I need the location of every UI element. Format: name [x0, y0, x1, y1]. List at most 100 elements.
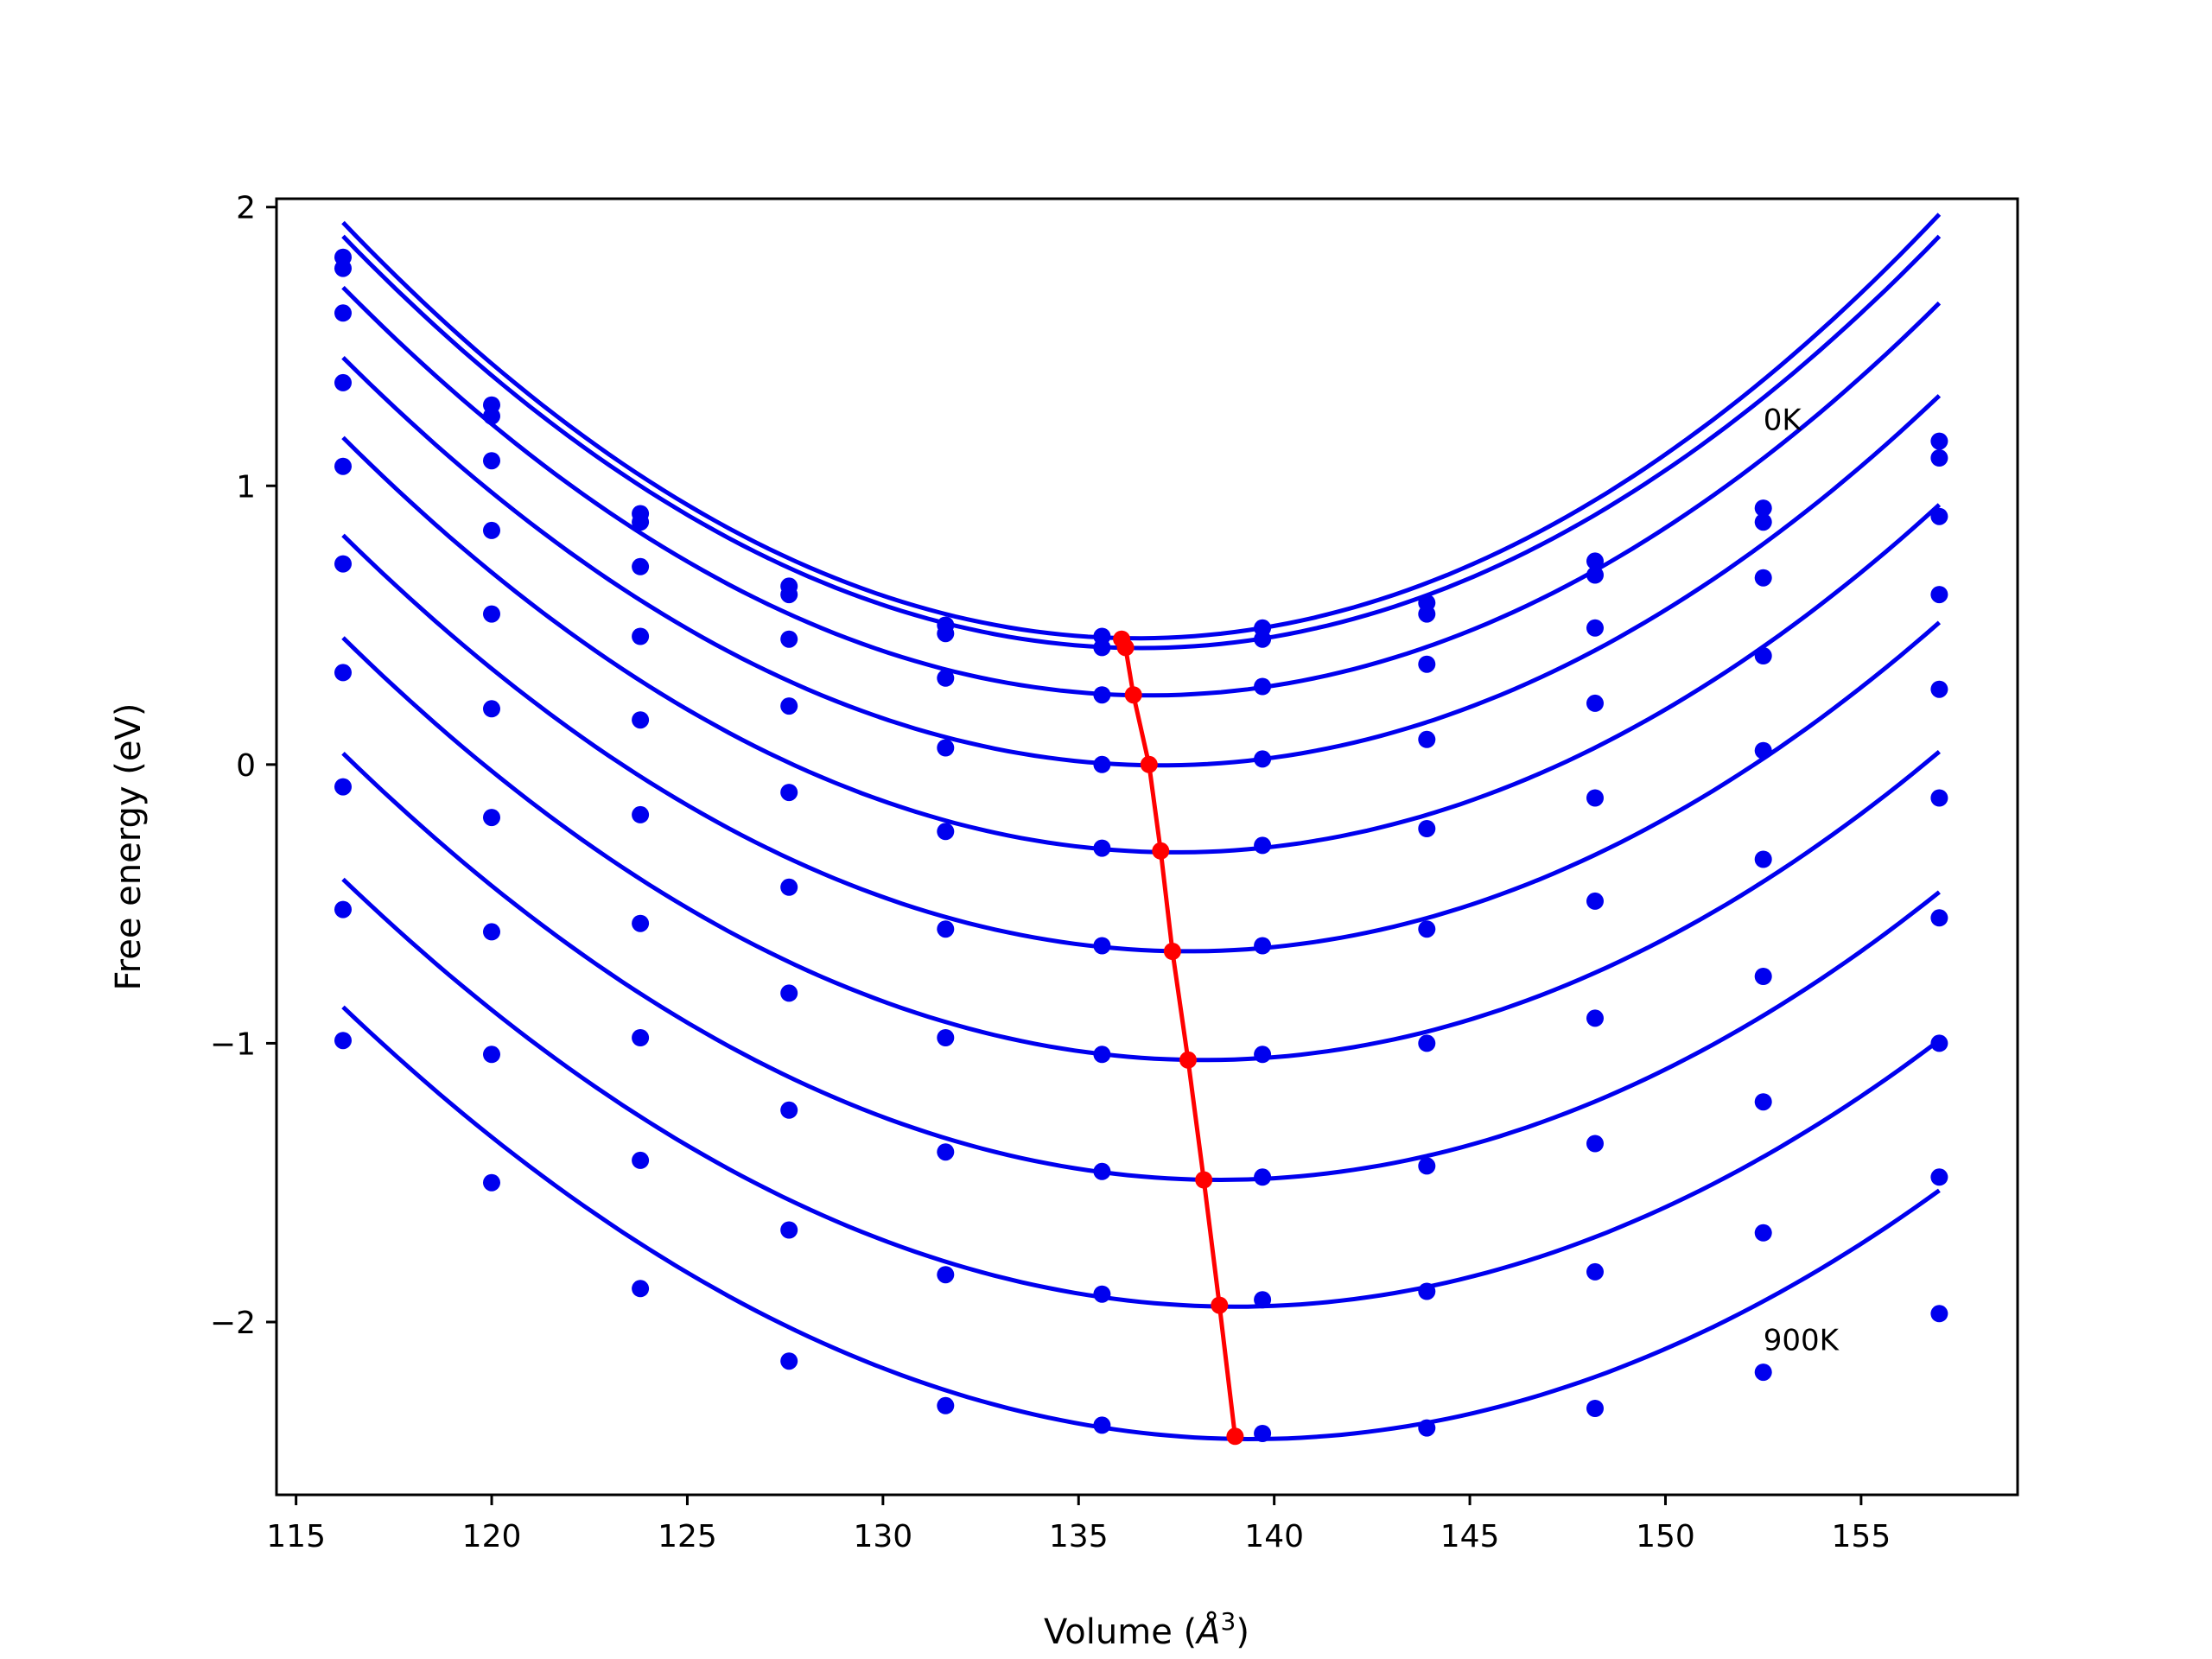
- minimum-point: [1179, 1051, 1197, 1069]
- data-point: [1586, 1262, 1604, 1281]
- fit-curve-6: [341, 636, 1941, 1063]
- data-point: [1754, 647, 1772, 664]
- x-tick-label: 115: [266, 1519, 326, 1554]
- data-point: [1254, 677, 1272, 696]
- data-point: [483, 521, 500, 539]
- data-point: [334, 259, 352, 277]
- data-point: [1093, 1285, 1111, 1303]
- data-point: [937, 920, 955, 938]
- data-point: [780, 878, 798, 896]
- x-tick-label: 125: [658, 1519, 717, 1554]
- minimum-point: [1211, 1296, 1229, 1314]
- data-point: [632, 914, 650, 932]
- x-axis-label-close: ): [1236, 1612, 1249, 1652]
- data-point: [1254, 836, 1272, 855]
- annotations: 0K 900K: [1764, 404, 1840, 1358]
- fit-curve-9: [341, 1005, 1941, 1442]
- data-point: [780, 1352, 798, 1370]
- x-tick-label: 135: [1049, 1519, 1109, 1554]
- fit-curve-1: [341, 234, 1942, 651]
- x-axis-label: Volume (Å3): [1044, 1607, 1249, 1652]
- data-point: [1586, 694, 1604, 712]
- fit-curve-5: [341, 533, 1942, 954]
- data-point: [1418, 920, 1436, 938]
- data-point: [1930, 1034, 1948, 1052]
- data-point: [1254, 937, 1272, 955]
- data-point: [632, 711, 650, 729]
- minimum-point: [1163, 943, 1181, 960]
- data-point: [780, 984, 798, 1002]
- data-point: [334, 304, 352, 322]
- fit-curves: [341, 213, 1942, 1442]
- data-point: [1586, 1135, 1604, 1153]
- minima-line: [1119, 638, 1237, 1437]
- x-axis-label-power: 3: [1221, 1607, 1236, 1636]
- data-point: [483, 407, 500, 425]
- x-axis-label-unit: Å: [1194, 1611, 1220, 1652]
- data-point: [937, 1266, 955, 1284]
- y-axis-ticks: 2 1 0 −1 −2: [210, 191, 276, 1341]
- data-point: [632, 805, 650, 823]
- data-point: [1586, 892, 1604, 910]
- data-point: [632, 1029, 650, 1046]
- data-point: [1930, 909, 1948, 927]
- data-point: [937, 625, 955, 643]
- data-point: [1418, 820, 1436, 837]
- data-point: [1754, 1224, 1772, 1242]
- data-point: [937, 1396, 955, 1414]
- data-point: [1093, 755, 1111, 773]
- x-axis-label-text: Volume (: [1044, 1612, 1197, 1652]
- data-point: [483, 1046, 500, 1064]
- x-tick-label: 130: [853, 1519, 912, 1554]
- data-point: [1254, 1046, 1272, 1064]
- data-point: [1254, 1291, 1272, 1309]
- data-points: [334, 248, 1948, 1442]
- data-point: [937, 669, 955, 687]
- data-point: [483, 605, 500, 623]
- data-point: [1930, 449, 1948, 467]
- minimum-point: [1226, 1427, 1244, 1446]
- minimum-point: [1140, 755, 1158, 773]
- x-tick-label: 120: [462, 1519, 522, 1554]
- data-point: [632, 1151, 650, 1169]
- data-point: [1418, 1419, 1436, 1437]
- x-tick-label: 145: [1440, 1519, 1500, 1554]
- data-point: [1930, 1305, 1948, 1323]
- data-point: [1254, 630, 1272, 648]
- y-tick-label: −1: [210, 1027, 256, 1062]
- data-point: [334, 1032, 352, 1050]
- minimum-point: [1124, 686, 1142, 704]
- data-point: [1254, 1425, 1272, 1442]
- data-point: [1930, 432, 1948, 450]
- data-point: [1093, 937, 1111, 955]
- data-point: [632, 513, 650, 531]
- data-point: [1093, 1162, 1111, 1180]
- y-tick-label: 1: [236, 469, 256, 505]
- data-point: [1930, 586, 1948, 604]
- y-tick-label: 2: [236, 191, 256, 226]
- data-point: [632, 627, 650, 645]
- minima-path: [1113, 630, 1244, 1446]
- y-axis-label: Free energy (eV): [109, 703, 149, 991]
- data-point: [483, 700, 500, 718]
- data-point: [334, 664, 352, 682]
- x-axis-ticks: 115 120 125 130 135 140 145 150 155: [266, 1495, 1891, 1554]
- data-point: [1754, 569, 1772, 587]
- data-point: [780, 784, 798, 802]
- x-tick-label: 140: [1244, 1519, 1304, 1554]
- minimum-point: [1152, 842, 1170, 860]
- data-point: [483, 452, 500, 470]
- data-point: [1093, 839, 1111, 857]
- data-point: [1754, 741, 1772, 760]
- data-point: [937, 1143, 955, 1161]
- data-point: [1930, 1168, 1948, 1186]
- data-point: [483, 1173, 500, 1192]
- x-tick-label: 155: [1832, 1519, 1891, 1554]
- minimum-point: [1116, 639, 1135, 657]
- data-point: [1754, 513, 1772, 531]
- data-point: [1586, 1400, 1604, 1417]
- data-point: [1586, 552, 1604, 570]
- data-point: [780, 630, 798, 648]
- data-point: [1586, 566, 1604, 584]
- fit-curve-7: [341, 752, 1941, 1183]
